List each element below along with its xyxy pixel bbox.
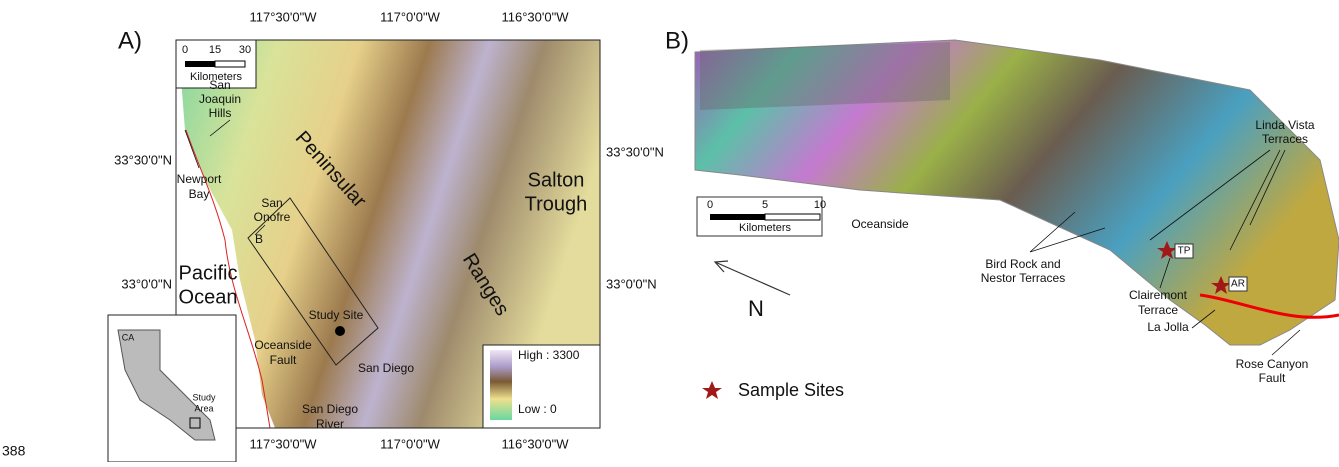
scale-tick: 5 <box>762 199 768 211</box>
study-site <box>335 326 345 336</box>
place-label: La Jolla <box>1147 320 1189 334</box>
lat-label: 33°0'0"N <box>606 276 657 291</box>
scale-tick: 30 <box>239 44 251 56</box>
scale-tick: 0 <box>707 199 713 211</box>
page: {"page_number": "388", "panel_a": { "lab… <box>0 0 1339 462</box>
scale-bar <box>185 61 215 67</box>
scale-bar <box>710 214 765 220</box>
place-label: River <box>316 417 344 431</box>
place-label: Onofre <box>254 210 291 224</box>
legend-label: Sample Sites <box>738 380 844 400</box>
scale-bar <box>215 61 245 67</box>
panel-label: B) <box>665 27 689 54</box>
figure: 388 A) 117°30'0"W 117°30'0"W 117°0'0"W 117°0'… <box>0 0 1339 462</box>
place-label: San Diego <box>302 402 358 416</box>
place-label: Fault <box>1259 371 1286 385</box>
place-label: San Diego <box>358 361 414 375</box>
scale-tick: 0 <box>182 44 188 56</box>
lat-label: 33°30'0"N <box>606 144 664 159</box>
site-label: AR <box>1231 279 1245 290</box>
place-label: Ocean <box>179 286 238 308</box>
place-label: Trough <box>525 193 588 215</box>
legend-star <box>702 381 722 399</box>
north-arrow <box>715 262 790 295</box>
place-label: Fault <box>270 353 297 367</box>
place-label: Study Site <box>309 308 364 322</box>
scale-bar <box>765 214 820 220</box>
scale-tick: 15 <box>209 44 221 56</box>
place-label: Linda Vista <box>1255 118 1314 132</box>
legend-label: Low : 0 <box>518 402 557 416</box>
place-label: San <box>209 78 230 92</box>
page-number: 388 <box>2 443 26 459</box>
lon-label: 116°30'0"W <box>502 9 570 24</box>
legend-ramp <box>490 350 512 420</box>
legend-label: High : 3300 <box>518 348 580 362</box>
place-label: Bird Rock and <box>985 257 1060 271</box>
north-label: N <box>748 296 764 321</box>
lon-label: 117°30'0"W <box>250 436 318 451</box>
panel-label: A) <box>118 27 142 54</box>
scale-unit: Kilometers <box>739 222 791 234</box>
lon-label: 117°0'0"W <box>380 9 440 24</box>
place-label: Pacific <box>179 262 238 284</box>
place-label: Salton <box>528 169 585 191</box>
place-label: Rose Canyon <box>1236 357 1309 371</box>
lon-label: 117°30'0"W <box>250 9 318 24</box>
place-label: Clairemont <box>1129 288 1188 302</box>
place-label: Oceanside <box>254 338 312 352</box>
inset-label: Study <box>192 392 216 402</box>
place-label: Oceanside <box>851 217 909 231</box>
lat-label: 33°0'0"N <box>121 276 172 291</box>
place-label: Nestor Terraces <box>981 271 1065 285</box>
place-label: Joaquin <box>199 92 241 106</box>
place-label: Terraces <box>1262 132 1308 146</box>
lat-label: 33°30'0"N <box>114 152 172 167</box>
inset-label: Area <box>194 403 213 413</box>
place-label: San <box>261 196 282 210</box>
place-label: Bay <box>189 187 210 201</box>
scale-tick: 10 <box>814 199 826 211</box>
site-label: TP <box>1178 246 1191 257</box>
lon-label: 116°30'0"W <box>502 436 570 451</box>
lon-label: 117°0'0"W <box>380 436 440 451</box>
place-label: Hills <box>209 106 232 120</box>
place-label: Newport <box>177 172 222 186</box>
box-label: B <box>255 232 263 246</box>
place-label: Terrace <box>1138 303 1178 317</box>
shaded-relief <box>700 42 950 110</box>
inset-label: CA <box>122 332 135 342</box>
